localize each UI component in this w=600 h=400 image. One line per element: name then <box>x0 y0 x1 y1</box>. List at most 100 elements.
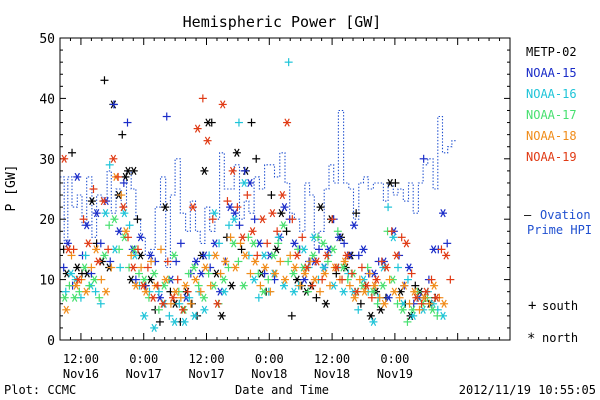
data-point-noaa-15 <box>192 257 201 266</box>
data-point-noaa-16 <box>234 118 243 127</box>
data-point-metp-02 <box>247 118 256 127</box>
data-point-noaa-18 <box>271 269 280 278</box>
data-point-noaa-18 <box>425 299 434 308</box>
data-point-noaa-18 <box>385 275 394 284</box>
legend-entry-noaa-18: NOAA-18 <box>526 129 577 143</box>
data-point-noaa-18 <box>171 287 180 296</box>
data-point-noaa-19 <box>238 233 247 242</box>
data-point-noaa-19 <box>283 118 292 127</box>
data-point-noaa-19 <box>273 227 282 236</box>
legend-entry-metp-02: METP-02 <box>526 45 577 59</box>
data-point-noaa-17 <box>373 299 382 308</box>
data-point-noaa-16 <box>116 263 125 272</box>
data-point-noaa-15 <box>123 118 132 127</box>
data-point-noaa-19 <box>387 227 396 236</box>
data-point-noaa-19 <box>94 257 103 266</box>
data-point-noaa-15 <box>197 269 206 278</box>
data-point-noaa-18 <box>440 299 449 308</box>
data-point-noaa-15 <box>92 209 101 218</box>
data-point-noaa-15 <box>136 233 145 242</box>
data-point-noaa-17 <box>60 293 69 302</box>
data-point-noaa-17 <box>154 305 163 314</box>
data-point-noaa-18 <box>276 257 285 266</box>
data-point-noaa-15 <box>235 221 244 230</box>
x-tick-date-label: Nov17 <box>188 367 224 381</box>
data-point-noaa-18 <box>256 281 265 290</box>
data-point-metp-02 <box>68 148 77 157</box>
data-point-noaa-19 <box>377 257 386 266</box>
data-point-noaa-17 <box>95 293 104 302</box>
data-point-noaa-17 <box>428 305 437 314</box>
data-point-noaa-15 <box>59 263 68 272</box>
data-point-noaa-17 <box>224 263 233 272</box>
data-point-noaa-18 <box>62 305 71 314</box>
data-point-noaa-19 <box>139 281 148 290</box>
data-point-noaa-15 <box>106 257 115 266</box>
data-point-noaa-16 <box>240 178 249 188</box>
data-point-noaa-15 <box>350 221 359 230</box>
data-point-noaa-18 <box>92 245 101 254</box>
data-point-noaa-19 <box>417 299 426 308</box>
data-point-noaa-16 <box>101 209 110 218</box>
data-point-metp-02 <box>237 245 246 254</box>
data-point-noaa-19 <box>278 190 287 200</box>
data-point-noaa-15 <box>384 293 393 302</box>
data-point-noaa-19 <box>89 185 98 193</box>
data-point-noaa-18 <box>72 281 81 290</box>
data-point-noaa-18 <box>350 293 359 302</box>
data-point-noaa-16 <box>61 287 70 296</box>
data-point-noaa-19 <box>233 203 242 212</box>
data-point-noaa-16 <box>403 275 412 284</box>
data-point-noaa-19 <box>248 227 257 236</box>
x-tick-time-label: 0:00 <box>255 352 284 366</box>
data-point-noaa-18 <box>127 251 136 260</box>
data-point-noaa-17 <box>249 239 258 248</box>
data-point-noaa-18 <box>191 275 200 284</box>
data-point-noaa-17 <box>323 257 332 266</box>
data-point-noaa-18 <box>355 275 364 284</box>
data-point-noaa-15 <box>439 209 448 218</box>
data-point-noaa-18 <box>405 299 414 308</box>
data-point-noaa-18 <box>102 287 111 296</box>
data-point-metp-02 <box>321 299 330 308</box>
data-point-noaa-17 <box>333 227 342 236</box>
x-axis-label: Date and Time <box>235 383 329 397</box>
data-point-noaa-16 <box>66 269 75 278</box>
data-point-noaa-18 <box>241 251 250 260</box>
data-point-noaa-18 <box>360 287 369 296</box>
x-tick-date-label: Nov19 <box>377 367 413 381</box>
data-point-noaa-19 <box>402 239 411 248</box>
data-point-noaa-18 <box>82 287 91 296</box>
y-tick-label: 0 <box>47 334 55 349</box>
data-point-noaa-19 <box>427 275 436 284</box>
data-point-noaa-15 <box>340 239 349 248</box>
data-point-noaa-15 <box>359 245 368 254</box>
data-point-noaa-15 <box>73 172 82 182</box>
data-point-noaa-18 <box>97 275 106 284</box>
data-point-noaa-16 <box>175 299 184 308</box>
data-point-noaa-17 <box>110 215 119 224</box>
data-point-noaa-16 <box>185 293 194 302</box>
data-point-noaa-19 <box>432 293 441 302</box>
data-point-noaa-17 <box>319 239 328 248</box>
data-point-noaa-18 <box>400 281 409 290</box>
data-point-noaa-16 <box>125 221 134 230</box>
data-point-noaa-17 <box>229 239 238 248</box>
data-point-noaa-16 <box>230 215 239 224</box>
data-point-noaa-18 <box>156 245 165 254</box>
data-point-noaa-18 <box>87 263 96 272</box>
data-point-metp-02 <box>272 245 281 254</box>
data-point-noaa-16 <box>250 275 259 284</box>
data-point-metp-02 <box>312 293 321 302</box>
data-point-metp-02 <box>282 227 291 236</box>
data-point-noaa-19 <box>114 172 123 181</box>
data-point-noaa-17 <box>100 251 109 260</box>
data-point-noaa-18 <box>410 287 419 296</box>
data-point-noaa-16 <box>170 317 179 326</box>
data-point-noaa-16 <box>190 311 199 320</box>
data-point-noaa-18 <box>131 281 140 290</box>
data-point-noaa-19 <box>293 251 302 260</box>
data-point-noaa-16 <box>210 209 219 218</box>
data-point-noaa-16 <box>339 287 348 296</box>
data-point-noaa-19 <box>258 215 267 224</box>
